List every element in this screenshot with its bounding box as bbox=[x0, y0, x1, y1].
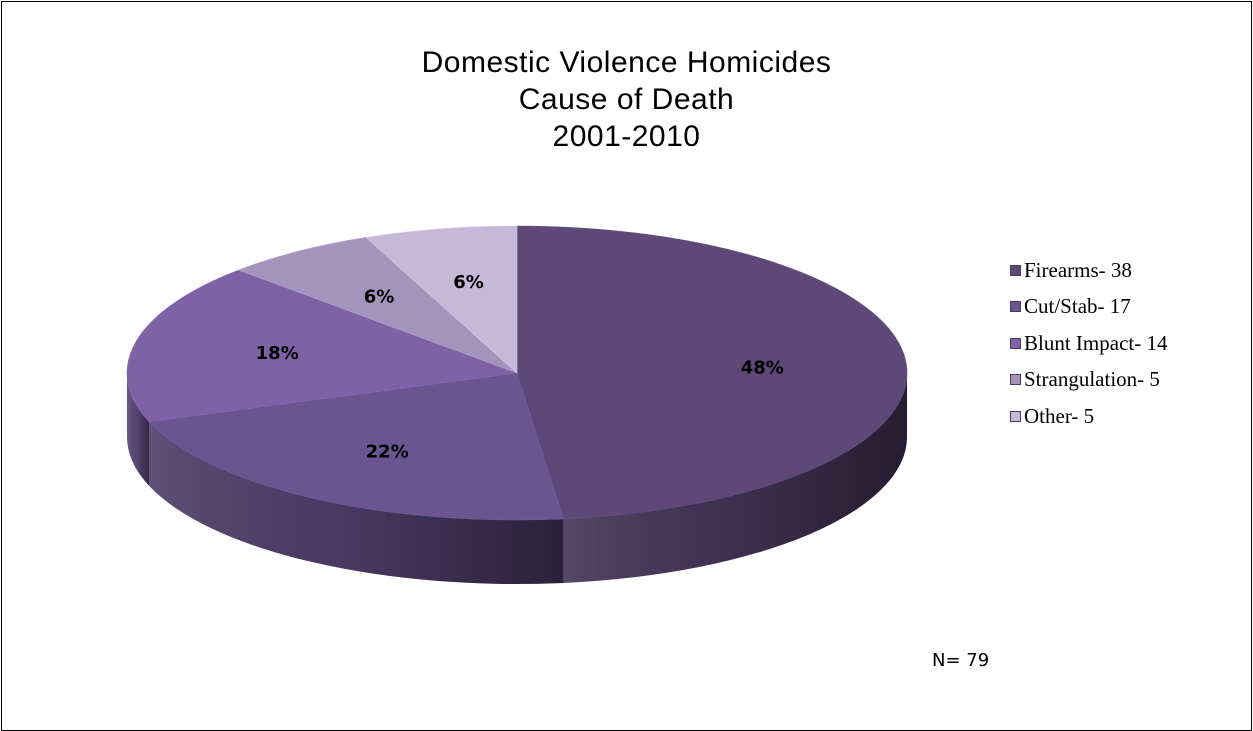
legend: Firearms- 38 Cut/Stab- 17 Blunt Impact- 14… bbox=[1010, 252, 1167, 435]
data-label-4: 6% bbox=[453, 272, 484, 293]
pie-slices bbox=[126, 225, 908, 521]
data-label-0: 48% bbox=[741, 358, 784, 379]
legend-item-2: Blunt Impact- 14 bbox=[1010, 325, 1167, 362]
pie-slice-3 bbox=[237, 237, 518, 374]
chart-title: Domestic Violence Homicides Cause of Dea… bbox=[0, 44, 1253, 155]
data-label-1: 22% bbox=[366, 442, 409, 463]
pie-side-2 bbox=[127, 373, 150, 486]
pie-slice-4 bbox=[365, 225, 518, 374]
pie-side-1 bbox=[149, 421, 564, 585]
chart-title-line-1: Domestic Violence Homicides bbox=[421, 46, 832, 79]
data-label-3: 6% bbox=[364, 286, 395, 307]
pie-slice-0 bbox=[516, 225, 908, 520]
legend-swatch bbox=[1010, 264, 1021, 276]
legend-label: Strangulation- 5 bbox=[1024, 367, 1160, 392]
pie-slice-2 bbox=[126, 269, 518, 423]
legend-swatch bbox=[1010, 337, 1021, 349]
pie-side-0 bbox=[563, 373, 907, 583]
data-label-2: 18% bbox=[256, 343, 299, 364]
legend-swatch bbox=[1010, 410, 1021, 422]
legend-swatch bbox=[1010, 301, 1021, 313]
legend-item-1: Cut/Stab- 17 bbox=[1010, 289, 1167, 326]
total-note: N= 79 bbox=[932, 650, 990, 671]
legend-label: Cut/Stab- 17 bbox=[1024, 294, 1131, 319]
pie-slice-1 bbox=[148, 372, 564, 521]
pie-data-labels: 48% 22% 18% 6% 6% bbox=[256, 272, 784, 462]
legend-item-4: Other- 5 bbox=[1010, 398, 1167, 435]
legend-swatch bbox=[1010, 374, 1021, 386]
legend-label: Firearms- 38 bbox=[1024, 257, 1132, 282]
chart-title-line-3: 2001-2010 bbox=[552, 120, 701, 153]
pie-sides bbox=[127, 373, 907, 585]
legend-item-0: Firearms- 38 bbox=[1010, 252, 1167, 289]
chart-title-line-2: Cause of Death bbox=[518, 83, 735, 116]
legend-label: Blunt Impact- 14 bbox=[1024, 330, 1168, 355]
legend-label: Other- 5 bbox=[1024, 403, 1095, 428]
legend-item-3: Strangulation- 5 bbox=[1010, 362, 1167, 399]
